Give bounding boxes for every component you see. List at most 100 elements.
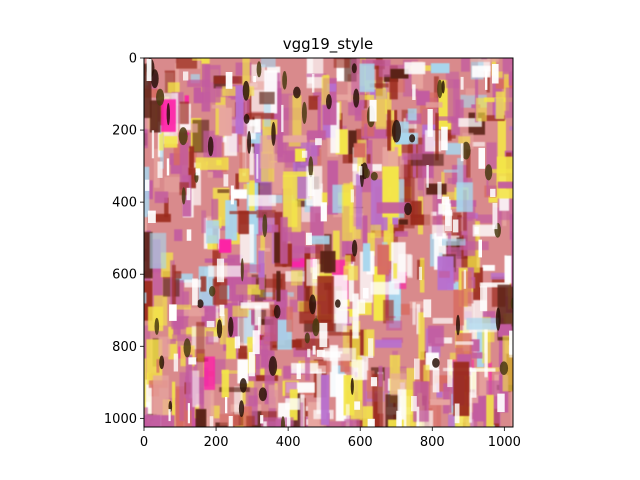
dark-accent	[181, 187, 186, 205]
brush-stroke	[304, 199, 313, 213]
highlight-stroke	[317, 349, 325, 357]
dark-accent	[243, 113, 250, 124]
dark-accent	[392, 119, 401, 143]
brush-stroke	[486, 75, 490, 93]
brush-stroke	[385, 394, 400, 427]
brush-stroke	[205, 331, 214, 345]
brush-stroke	[465, 88, 475, 96]
highlight-stroke	[287, 416, 291, 427]
brush-stroke	[295, 338, 329, 351]
brush-stroke	[291, 270, 303, 286]
brush-stroke	[509, 214, 513, 240]
brush-stroke	[504, 255, 513, 284]
brush-stroke	[461, 271, 472, 307]
brush-stroke	[321, 374, 330, 425]
brush-stroke	[461, 58, 470, 72]
brush-stroke	[212, 135, 223, 178]
highlight-stroke	[427, 109, 433, 137]
brush-stroke	[249, 146, 255, 175]
y-tick-label: 200	[112, 124, 137, 139]
brush-stroke	[252, 343, 268, 356]
brush-stroke	[434, 375, 452, 384]
highlight-stroke	[369, 99, 377, 122]
highlight-stroke	[497, 393, 505, 413]
brush-stroke	[470, 58, 499, 62]
highlight-stroke	[490, 188, 496, 197]
brush-stroke	[372, 374, 384, 427]
brush-stroke	[419, 257, 425, 293]
brush-stroke	[278, 93, 293, 136]
dark-accent	[282, 71, 287, 90]
brush-stroke	[345, 404, 350, 427]
brush-stroke	[144, 379, 152, 419]
dark-accent	[240, 258, 244, 282]
brush-stroke	[353, 143, 366, 158]
brush-stroke	[466, 317, 499, 330]
plot-title: vgg19_style	[283, 35, 373, 54]
brush-stroke	[486, 394, 494, 427]
brush-stroke	[260, 411, 277, 422]
brush-stroke	[382, 147, 399, 171]
highlight-stroke	[257, 316, 261, 335]
brush-stroke	[166, 338, 177, 344]
highlight-stroke	[206, 320, 215, 328]
brush-stroke	[238, 345, 248, 359]
brush-stroke	[259, 135, 275, 169]
brush-stroke	[418, 312, 425, 360]
dark-accent	[441, 80, 445, 94]
brush-stroke	[170, 159, 182, 174]
brush-stroke	[321, 75, 330, 105]
brush-stroke	[144, 414, 161, 427]
highlight-stroke	[187, 403, 190, 424]
brush-stroke	[375, 88, 387, 130]
highlight-stroke	[411, 396, 417, 412]
brush-stroke	[192, 58, 204, 61]
brush-stroke	[307, 235, 330, 245]
brush-stroke	[385, 92, 392, 114]
brush-stroke	[243, 183, 253, 195]
brush-stroke	[511, 233, 513, 287]
brush-stroke	[351, 359, 364, 380]
highlight-stroke	[471, 370, 477, 398]
dark-accent	[304, 332, 310, 344]
brush-stroke	[246, 112, 275, 119]
brush-stroke	[196, 322, 205, 363]
brush-stroke	[333, 58, 350, 68]
brush-stroke	[329, 345, 339, 397]
brush-stroke	[251, 295, 255, 326]
brush-stroke	[510, 391, 513, 427]
brush-stroke	[497, 119, 506, 174]
highlight-stroke	[412, 84, 416, 100]
brush-stroke	[366, 251, 375, 275]
brush-stroke	[469, 367, 473, 423]
dark-accent	[183, 338, 191, 358]
highlight-stroke	[195, 168, 200, 176]
brush-stroke	[153, 148, 160, 188]
highlight-stroke	[216, 258, 225, 283]
y-tick-label: 0	[129, 52, 137, 67]
brush-stroke	[479, 282, 510, 288]
brush-stroke	[390, 68, 409, 79]
brush-stroke	[291, 258, 317, 268]
brush-stroke	[502, 335, 513, 392]
brush-stroke	[370, 224, 382, 238]
brush-stroke	[179, 142, 189, 190]
highlight-stroke	[447, 359, 453, 388]
highlight-stroke	[432, 369, 440, 393]
brush-stroke	[410, 214, 431, 226]
brush-stroke	[283, 365, 291, 379]
brush-stroke	[187, 79, 210, 88]
brush-stroke	[173, 273, 193, 283]
highlight-stroke	[219, 304, 225, 317]
brush-stroke	[473, 267, 483, 300]
brush-stroke	[212, 278, 228, 305]
brush-stroke	[237, 359, 249, 384]
brush-stroke	[428, 343, 432, 356]
brush-stroke	[340, 353, 350, 372]
dark-accent	[256, 61, 262, 78]
dark-accent	[499, 361, 509, 376]
brush-stroke	[246, 81, 264, 90]
brush-stroke	[432, 317, 454, 324]
highlight-stroke	[225, 397, 228, 414]
brush-stroke	[335, 290, 347, 332]
